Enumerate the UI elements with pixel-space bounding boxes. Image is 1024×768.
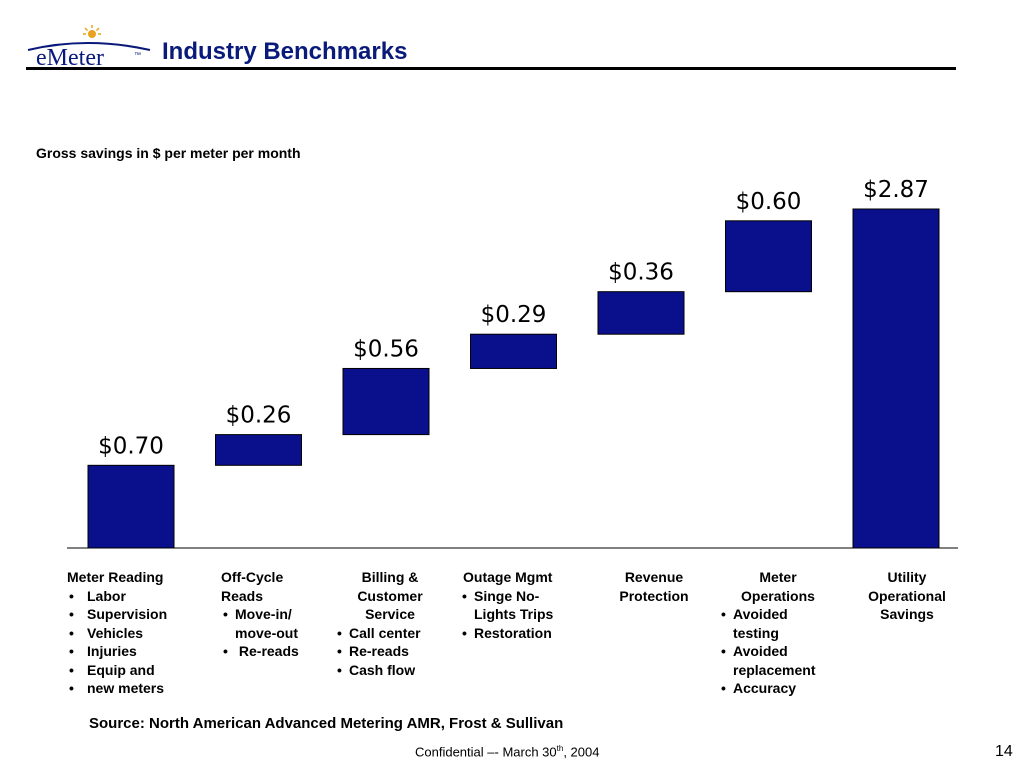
category-label: Billing & Customer Service bbox=[357, 569, 423, 622]
category-label: Revenue Protection bbox=[619, 569, 689, 604]
data-label: $0.70 bbox=[98, 433, 164, 459]
bar bbox=[215, 434, 302, 466]
category-label: Meter Operations bbox=[741, 569, 815, 604]
category-off-cycle-reads: Off-Cycle Reads Move-in/ move-out Re-rea… bbox=[221, 568, 321, 661]
sun-icon bbox=[83, 25, 101, 38]
bullet-item: Restoration bbox=[460, 624, 580, 643]
category-label: Utility Operational Savings bbox=[868, 569, 946, 622]
page-title: Industry Benchmarks bbox=[162, 38, 408, 65]
emeter-logo: eMeter ™ bbox=[27, 25, 151, 68]
bullet-item: Move-in/ move-out bbox=[221, 605, 321, 642]
category-bullets: Move-in/ move-out Re-reads bbox=[221, 605, 321, 661]
bar bbox=[725, 220, 812, 293]
source-note: Source: North American Advanced Metering… bbox=[89, 715, 564, 732]
bullet-item: Vehicles bbox=[67, 624, 167, 643]
header-divider bbox=[26, 67, 956, 70]
bullet-item: Call center bbox=[335, 624, 445, 643]
data-label: $0.56 bbox=[353, 336, 419, 362]
bullet-item: Accuracy bbox=[719, 679, 837, 698]
category-label: Off-Cycle Reads bbox=[221, 569, 284, 604]
bar bbox=[852, 208, 940, 549]
category-outage-mgmt: Outage Mgmt Singe No- Lights Trips Resto… bbox=[460, 568, 580, 642]
category-utility-operational-savings: Utility Operational Savings bbox=[855, 568, 959, 624]
data-label: $0.60 bbox=[736, 189, 802, 215]
bullet-item: Labor bbox=[67, 587, 167, 606]
category-bullets: Call center Re-reads Cash flow bbox=[335, 624, 445, 680]
bullet-item: Injuries bbox=[67, 642, 167, 661]
category-revenue-protection: Revenue Protection bbox=[606, 568, 702, 605]
bar bbox=[470, 333, 557, 369]
category-label: Meter Reading bbox=[67, 569, 164, 585]
category-billing-customer-service: Billing & Customer Service Call center R… bbox=[335, 568, 445, 679]
category-meter-operations: Meter Operations Avoided testing Avoided… bbox=[719, 568, 837, 698]
bar bbox=[87, 464, 175, 549]
chart-title: Gross savings in $ per meter per month bbox=[36, 145, 301, 161]
bullet-item: Re-reads bbox=[221, 642, 321, 661]
bar bbox=[597, 291, 685, 335]
data-label: $2.87 bbox=[863, 177, 929, 203]
category-label: Outage Mgmt bbox=[463, 569, 553, 585]
bullet-item: Equip and bbox=[67, 661, 167, 680]
page-number: 14 bbox=[995, 743, 1013, 760]
waterfall-chart: $0.70 $0.26 $0.56 $0.29 $0.36 $0.60 $2.87 bbox=[67, 177, 958, 549]
data-label: $0.26 bbox=[226, 403, 292, 429]
bullet-item: Cash flow bbox=[335, 661, 445, 680]
category-meter-reading: Meter Reading Labor Supervision Vehicles… bbox=[67, 568, 167, 698]
logo-text: eMeter bbox=[36, 45, 104, 68]
category-bullets: Labor Supervision Vehicles Injuries Equi… bbox=[67, 587, 167, 698]
category-bullets: Singe No- Lights Trips Restoration bbox=[460, 587, 580, 643]
bullet-item: Avoided replacement bbox=[719, 642, 837, 679]
bullet-item-continuation: new meters bbox=[67, 679, 167, 698]
bullet-item: Avoided testing bbox=[719, 605, 837, 642]
category-bullets: Avoided testing Avoided replacement Accu… bbox=[719, 605, 837, 698]
bar bbox=[342, 367, 430, 436]
footer-confidential: Confidential –- March 30th, 2004 bbox=[415, 744, 599, 759]
bullet-item: Supervision bbox=[67, 605, 167, 624]
footer-date: , 2004 bbox=[563, 744, 600, 760]
bullet-item: Singe No- Lights Trips bbox=[460, 587, 580, 624]
footer-text: Confidential –- March 30 bbox=[415, 744, 557, 760]
footer-superscript: th bbox=[556, 744, 564, 753]
bullet-item: Re-reads bbox=[335, 642, 445, 661]
data-label: $0.36 bbox=[608, 260, 674, 286]
data-label: $0.29 bbox=[481, 302, 547, 328]
logo-tm: ™ bbox=[134, 52, 141, 59]
